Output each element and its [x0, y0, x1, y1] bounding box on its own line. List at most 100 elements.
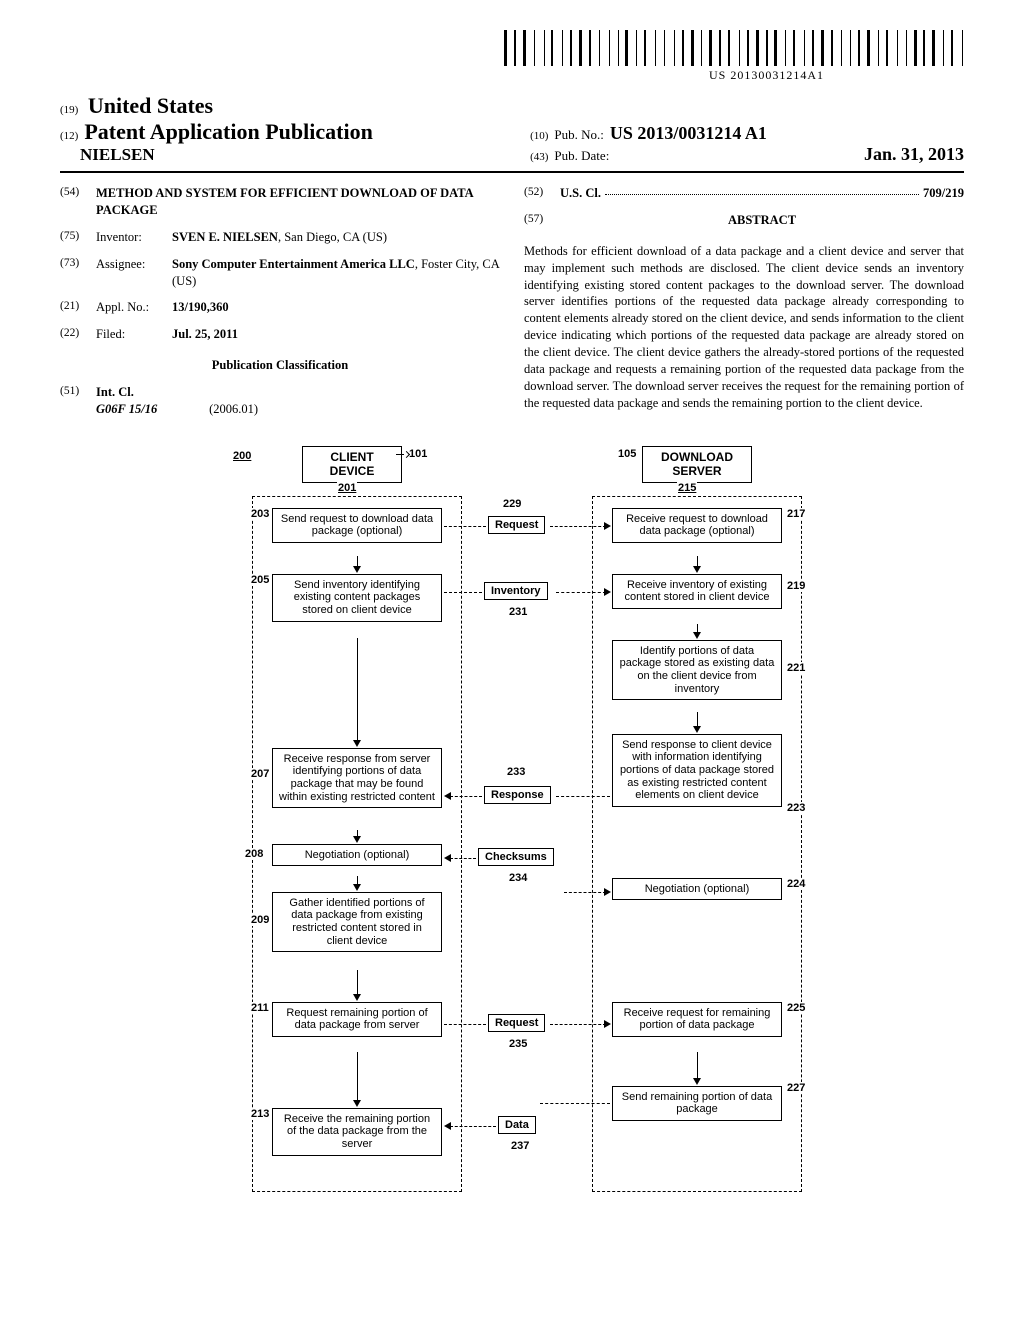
- biblio-columns: (54) METHOD AND SYSTEM FOR EFFICIENT DOW…: [60, 185, 964, 420]
- ref-235: 235: [508, 1038, 528, 1050]
- pubno-label: Pub. No.:: [554, 127, 603, 143]
- country-name: United States: [88, 93, 213, 118]
- ref-209: 209: [250, 914, 270, 926]
- inventor-label: Inventor:: [96, 229, 172, 246]
- arrowhead: [353, 836, 361, 843]
- pubtype-code: (12): [60, 130, 78, 142]
- uscl-dots: [605, 185, 919, 195]
- abstract-text: Methods for efficient download of a data…: [524, 243, 964, 412]
- arrow-msg235-l: [444, 1024, 486, 1025]
- arrowhead: [353, 566, 361, 573]
- arrowhead: [604, 888, 611, 896]
- barcode: [504, 30, 964, 66]
- box-205: Send inventory identifying existing cont…: [272, 574, 442, 622]
- ref-205: 205: [250, 574, 270, 586]
- country-code: (19): [60, 104, 78, 116]
- inventor-name: SVEN E. NIELSEN: [172, 230, 278, 244]
- pubclass-heading: Publication Classification: [60, 357, 500, 374]
- box-224: Negotiation (optional): [612, 878, 782, 901]
- box-221: Identify portions of data package stored…: [612, 640, 782, 701]
- header-left: (19) United States (12) Patent Applicati…: [60, 93, 494, 165]
- arrowhead: [693, 632, 701, 639]
- box-207: Receive response from server identifying…: [272, 748, 442, 809]
- ref-233: 233: [506, 766, 526, 778]
- patent-page: US 20130031214A1 (19) United States (12)…: [0, 0, 1024, 1226]
- pubno: US 2013/0031214 A1: [610, 123, 767, 144]
- barcode-block: US 20130031214A1: [60, 30, 964, 83]
- pubdate-label: Pub. Date:: [554, 148, 609, 164]
- pubtype: Patent Application Publication: [84, 119, 372, 145]
- assignee-num: (73): [60, 256, 96, 290]
- arrowhead: [693, 566, 701, 573]
- box-225: Receive request for remaining portion of…: [612, 1002, 782, 1037]
- abstract-heading-row: (57) ABSTRACT: [524, 212, 964, 233]
- intcl-val: Int. Cl. G06F 15/16 (2006.01): [96, 384, 500, 418]
- arrow-209-211: [357, 970, 358, 996]
- uscl-num: (52): [524, 185, 560, 202]
- inventor-surname: NIELSEN: [80, 145, 494, 165]
- intcl-year: (2006.01): [209, 402, 258, 416]
- ref-200: 200: [232, 450, 252, 462]
- arrowhead: [444, 792, 451, 800]
- msg-235: Request: [488, 1014, 545, 1032]
- pubdate: Jan. 31, 2013: [864, 144, 964, 165]
- assignee-val: Sony Computer Entertainment America LLC,…: [172, 256, 500, 290]
- box-219: Receive inventory of existing content st…: [612, 574, 782, 609]
- ref-215: 215: [677, 482, 697, 494]
- arrow-msg234-l: [450, 858, 476, 859]
- ref-224: 224: [786, 878, 806, 890]
- intcl-num: (51): [60, 384, 96, 418]
- filed-num: (22): [60, 326, 96, 343]
- arrow-225-227: [697, 1052, 698, 1080]
- lead-101: [396, 454, 404, 455]
- left-column: (54) METHOD AND SYSTEM FOR EFFICIENT DOW…: [60, 185, 500, 420]
- box-208: Negotiation (optional): [272, 844, 442, 867]
- box-209: Gather identified portions of data packa…: [272, 892, 442, 953]
- uscl-row: (52) U.S. Cl. 709/219: [524, 185, 964, 202]
- header-right: (10) Pub. No.: US 2013/0031214 A1 (43) P…: [530, 123, 964, 165]
- arrow-msg234-r: [564, 892, 606, 893]
- intcl-row: (51) Int. Cl. G06F 15/16 (2006.01): [60, 384, 500, 418]
- ref-101: 101: [408, 448, 428, 460]
- applno-row: (21) Appl. No.: 13/190,360: [60, 299, 500, 316]
- arrowhead: [693, 1078, 701, 1085]
- abstract-heading: ABSTRACT: [560, 212, 964, 229]
- ref-217: 217: [786, 508, 806, 520]
- arrowhead: [604, 522, 611, 530]
- ref-105: 105: [617, 448, 637, 460]
- uscl-val: 709/219: [923, 185, 964, 202]
- applno-val: 13/190,360: [172, 299, 500, 316]
- arrow-msg233-l: [450, 796, 482, 797]
- msg-234: Checksums: [478, 848, 554, 866]
- arrow-211-213: [357, 1052, 358, 1102]
- ref-227: 227: [786, 1082, 806, 1094]
- pubdate-code: (43): [530, 151, 548, 163]
- box-203: Send request to download data package (o…: [272, 508, 442, 543]
- ref-208: 208: [244, 848, 264, 860]
- ref-221: 221: [786, 662, 806, 674]
- download-server-header: DOWNLOAD SERVER: [642, 446, 752, 484]
- arrowhead: [353, 1100, 361, 1107]
- arrow-msg229-l: [444, 526, 486, 527]
- ref-223: 223: [786, 802, 806, 814]
- arrowhead: [604, 588, 611, 596]
- box-217: Receive request to download data package…: [612, 508, 782, 543]
- msg-233: Response: [484, 786, 551, 804]
- arrow-msg237-r: [540, 1103, 610, 1104]
- assignee-row: (73) Assignee: Sony Computer Entertainme…: [60, 256, 500, 290]
- box-213: Receive the remaining portion of the dat…: [272, 1108, 442, 1156]
- intcl-label: Int. Cl.: [96, 385, 134, 399]
- arrow-msg231-l: [444, 592, 482, 593]
- abstract-num: (57): [524, 212, 560, 233]
- right-column: (52) U.S. Cl. 709/219 (57) ABSTRACT Meth…: [524, 185, 964, 420]
- pubno-code: (10): [530, 130, 548, 142]
- arrow-msg229-r: [550, 526, 606, 527]
- uscl-val-wrap: U.S. Cl. 709/219: [560, 185, 964, 202]
- ref-201: 201: [337, 482, 357, 494]
- box-227: Send remaining portion of data package: [612, 1086, 782, 1121]
- msg-229: Request: [488, 516, 545, 534]
- ref-203: 203: [250, 508, 270, 520]
- inventor-loc: , San Diego, CA (US): [278, 230, 387, 244]
- inventor-num: (75): [60, 229, 96, 246]
- arrowhead: [444, 1122, 451, 1130]
